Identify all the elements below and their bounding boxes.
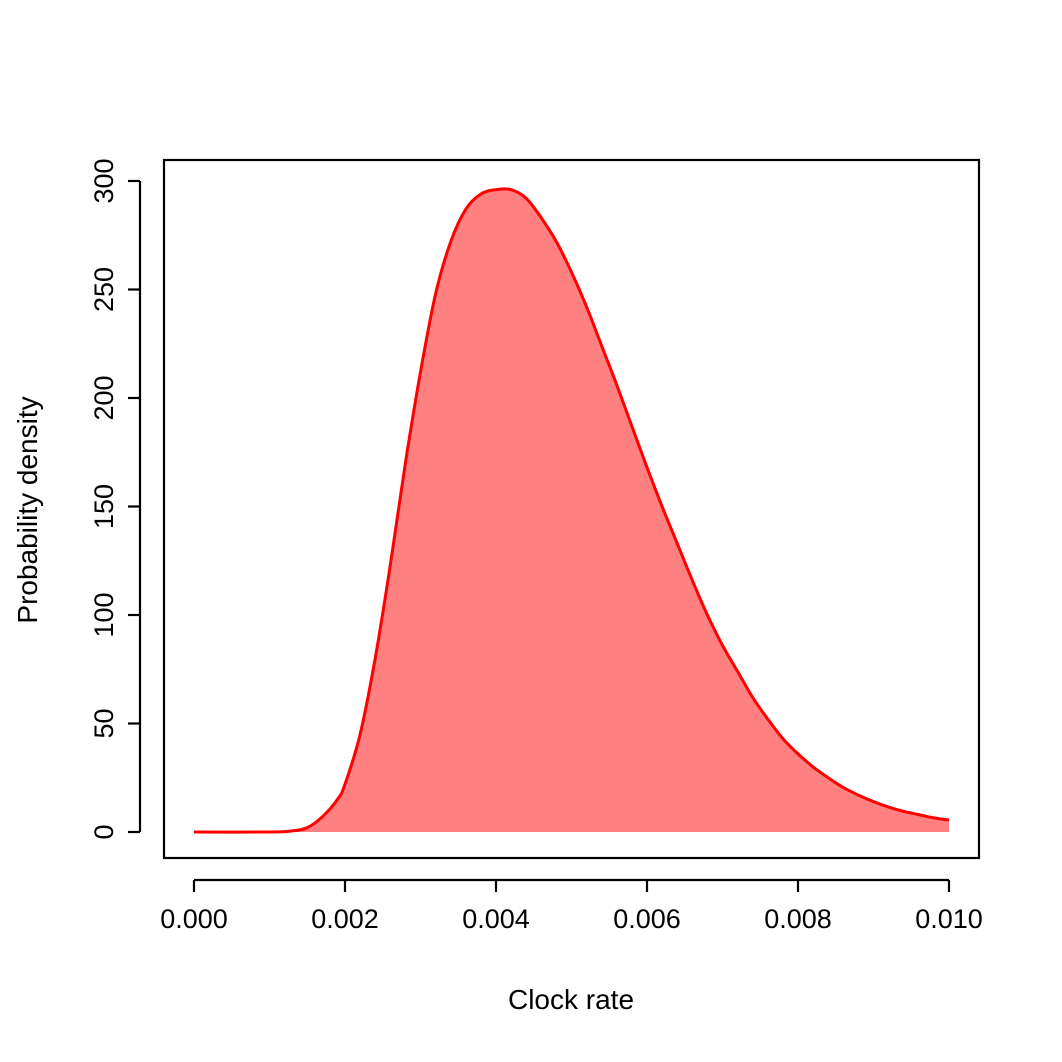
x-tick-label: 0.008 xyxy=(764,904,832,934)
x-tick-label: 0.002 xyxy=(311,904,379,934)
plot-frame xyxy=(162,158,981,860)
x-tick-label: 0.010 xyxy=(915,904,983,934)
y-tick-label: 150 xyxy=(89,484,119,529)
y-axis: 0 50 100 150 200 250 300 xyxy=(89,158,142,840)
density-area-fill xyxy=(194,188,949,833)
density-curve-line xyxy=(193,187,950,834)
y-tick-label: 100 xyxy=(89,592,119,637)
x-tick-label: 0.004 xyxy=(462,904,530,934)
x-axis-title: Clock rate xyxy=(508,984,634,1015)
x-tick-label: 0.000 xyxy=(160,904,228,934)
y-tick-label: 200 xyxy=(89,375,119,420)
y-tick-label: 0 xyxy=(89,824,119,839)
y-tick-label: 250 xyxy=(89,267,119,312)
y-tick-label: 300 xyxy=(89,158,119,203)
y-tick-label: 50 xyxy=(89,708,119,738)
x-tick-label: 0.006 xyxy=(613,904,681,934)
y-axis-title: Probability density xyxy=(12,396,43,623)
x-axis: 0.000 0.002 0.004 0.006 0.008 0.010 xyxy=(160,878,983,934)
